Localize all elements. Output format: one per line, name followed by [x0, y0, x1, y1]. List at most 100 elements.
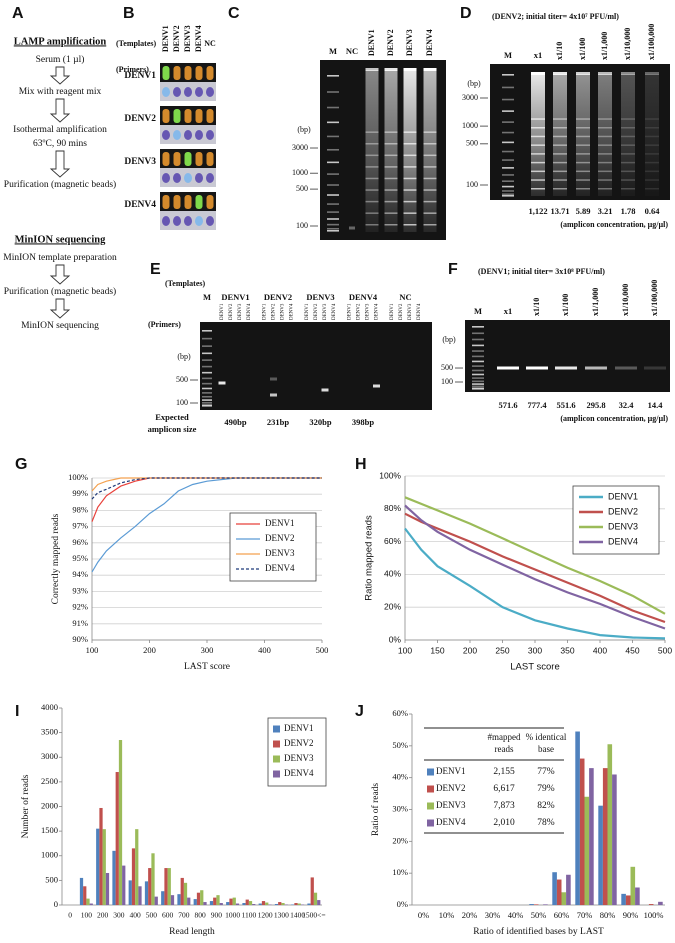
ladder-band — [202, 371, 212, 374]
legend-label: DENV4 — [436, 817, 466, 827]
tube-spot — [173, 87, 181, 97]
ladder-band — [327, 218, 339, 220]
gel-band — [423, 154, 437, 157]
ladder-band — [202, 402, 212, 404]
panel-letter: D — [460, 5, 472, 22]
panel-letter: G — [15, 456, 27, 473]
x-tick-label: 1200 — [258, 911, 273, 920]
step-text: Serum (1 µl) — [36, 54, 85, 65]
panel-letter: A — [12, 5, 24, 22]
lane-primer: DENV4 — [417, 303, 422, 320]
gel-well — [553, 72, 567, 75]
panel-letter: I — [15, 703, 19, 720]
lane-primer: DENV1 — [305, 303, 310, 320]
x-tick-label: 20% — [462, 910, 478, 920]
step-text: Isothermal amplification — [13, 124, 107, 135]
bar — [128, 880, 132, 905]
ladder-band — [327, 161, 339, 164]
bar — [602, 768, 608, 905]
x-tick-label: 450 — [625, 645, 639, 655]
gel-well — [645, 72, 659, 75]
gel-smear — [645, 74, 659, 196]
gel-band — [365, 212, 379, 214]
tube — [162, 152, 170, 166]
bar — [529, 904, 534, 905]
bar — [79, 877, 84, 905]
legend-label: DENV3 — [608, 521, 638, 531]
gel-band — [553, 161, 567, 164]
lane-label: M — [203, 292, 211, 302]
ladder-band — [202, 352, 212, 355]
y-tick-label: 50% — [392, 740, 408, 750]
bar — [561, 892, 567, 905]
y-tick-label: 91% — [72, 618, 88, 628]
bar — [131, 848, 136, 905]
gel-band — [384, 200, 398, 203]
lane-label: NC — [399, 292, 411, 302]
lane-label: x1/10,000 — [623, 28, 632, 60]
step-text: 63ºC, 90 mins — [33, 139, 87, 149]
step-header: LAMP amplification — [14, 36, 107, 47]
gel-band — [403, 154, 417, 157]
ladder-band — [472, 350, 484, 352]
tube — [173, 195, 181, 209]
legend-swatch — [427, 819, 434, 827]
gel-band — [423, 200, 437, 203]
legend-label: DENV3 — [265, 548, 295, 558]
bar — [83, 886, 87, 905]
ladder-band — [327, 184, 339, 186]
bar — [274, 904, 279, 905]
gel-band — [365, 131, 379, 133]
marker-label: 500 — [176, 375, 188, 384]
gel-band — [423, 189, 437, 191]
gel-band — [526, 366, 548, 370]
gel-band — [576, 161, 590, 164]
bar — [584, 796, 590, 905]
bar — [278, 902, 282, 905]
lane-label: M — [329, 46, 337, 56]
ladder-band — [202, 392, 212, 394]
gel-band — [384, 189, 398, 191]
bar — [648, 904, 654, 905]
bar — [115, 772, 119, 905]
tube-spot — [195, 173, 203, 183]
tube — [206, 109, 214, 123]
gel-band — [576, 153, 590, 155]
ladder-band — [327, 148, 339, 151]
gel-band — [531, 170, 545, 173]
gel-band — [585, 366, 607, 370]
legend-label: DENV4 — [265, 563, 295, 573]
table-header: base — [538, 744, 554, 754]
legend-label: DENV3 — [284, 753, 314, 763]
lane-label: DENV3 — [306, 292, 334, 302]
ladder-band — [502, 131, 514, 134]
gel — [465, 320, 670, 392]
unit-label: (bp) — [177, 352, 191, 361]
y-tick-label: 30% — [392, 803, 408, 813]
lane-primer: DENV3 — [366, 303, 371, 320]
tube-spot — [173, 173, 181, 183]
tube-spot — [195, 130, 203, 140]
size-title: Expected — [155, 412, 189, 422]
x-tick-label: 90% — [623, 910, 639, 920]
bar — [148, 868, 152, 905]
tube-spot — [206, 173, 214, 183]
lane-label: x1/10,000 — [621, 284, 630, 316]
lane-primer: DENV3 — [281, 303, 286, 320]
bar — [297, 903, 301, 905]
marker-label: 3000 — [462, 93, 478, 102]
x-tick-label: 0% — [418, 910, 429, 920]
lane-primer: DENV2 — [229, 303, 234, 320]
legend-label: DENV3 — [436, 800, 466, 810]
step-text: Mix with reagent mix — [19, 87, 102, 97]
y-tick-label: 0% — [389, 634, 402, 644]
concentration-note: (amplicon concentration, µg/µl) — [560, 414, 668, 423]
lane-label: x1/10 — [555, 42, 564, 60]
gel-band — [531, 144, 545, 146]
bar — [196, 892, 201, 905]
gel-band — [553, 135, 567, 138]
table-cell: 78% — [537, 818, 555, 828]
concentration: 5.89 — [576, 206, 591, 216]
legend-label: DENV2 — [436, 783, 466, 793]
y-tick-label: 3000 — [41, 751, 58, 761]
